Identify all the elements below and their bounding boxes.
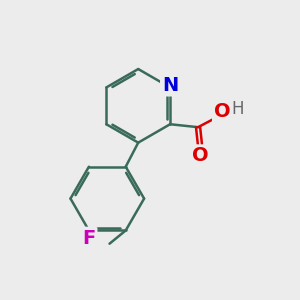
Text: N: N [162,76,178,94]
Text: H: H [231,100,244,118]
Text: F: F [82,229,95,247]
Text: O: O [192,146,209,165]
Text: O: O [214,102,230,121]
